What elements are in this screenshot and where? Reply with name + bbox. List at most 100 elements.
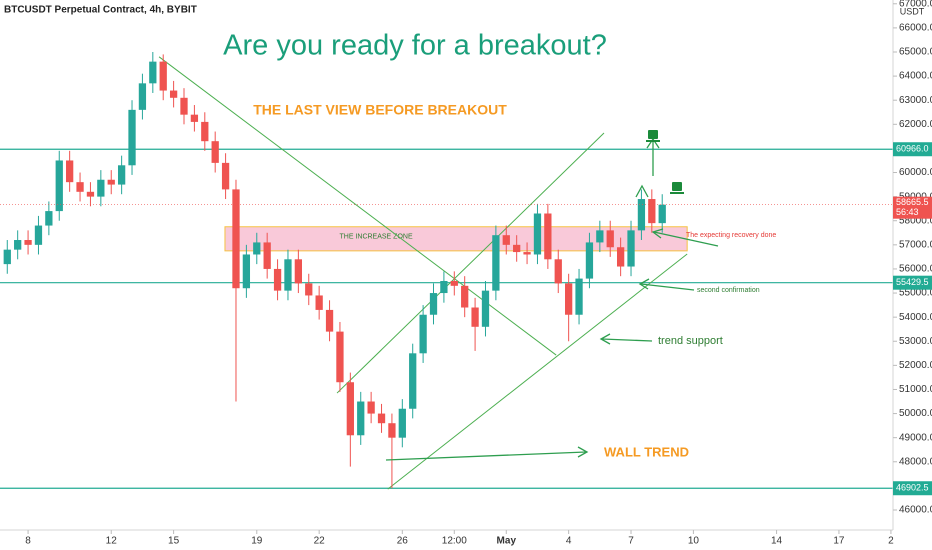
x-tick-label: 19: [251, 536, 263, 547]
candle-body: [523, 252, 531, 255]
x-tick-label: 4: [566, 536, 572, 547]
arrow-head: [651, 228, 664, 239]
candle-body: [325, 309, 334, 332]
candle-body: [284, 259, 292, 291]
y-tick-label: 48000.0: [899, 456, 932, 467]
y-tick-label: 49000.0: [899, 432, 932, 443]
y-tick-label: 46000.0: [899, 505, 932, 516]
x-tick-label: 12:00: [442, 536, 467, 547]
annotation: trend support: [658, 335, 723, 347]
x-tick-label: 7: [628, 536, 634, 547]
candle-body: [253, 242, 261, 255]
candle-body: [585, 242, 594, 279]
candle-body: [24, 240, 32, 245]
candle-body: [45, 211, 53, 226]
symbol-header: BTCUSDT Perpetual Contract, 4h, BYBIT: [4, 5, 197, 16]
arrow: [640, 283, 695, 291]
candle-body: [138, 83, 147, 110]
axis-unit: USDT: [900, 6, 925, 16]
cup: [648, 130, 658, 139]
arrow-head: [638, 278, 650, 290]
y-tick-label: 52000.0: [899, 360, 932, 371]
candle-body: [221, 162, 230, 190]
y-tick-label: 54000.0: [899, 312, 932, 323]
countdown: 56:43: [896, 207, 919, 217]
candle-body: [169, 90, 178, 98]
candle-body: [14, 240, 22, 250]
zone-label: THE INCREASE ZONE: [340, 234, 413, 241]
y-tick-label: 66000.0: [899, 23, 932, 34]
candle-body: [606, 230, 614, 248]
candle-body: [565, 283, 573, 315]
price-tag: [893, 196, 932, 219]
candle-body: [315, 295, 323, 310]
candle-body: [201, 121, 209, 142]
trendline: [387, 253, 688, 490]
candle-body: [346, 382, 354, 436]
level-tag: [893, 481, 932, 496]
candle-body: [3, 249, 11, 265]
arrow: [385, 451, 587, 461]
x-tick-label: 2: [888, 536, 894, 547]
candle-body: [627, 230, 635, 267]
annotation: second confirmation: [697, 287, 760, 294]
candle-body: [336, 331, 344, 383]
y-tick-label: 50000.0: [899, 408, 932, 419]
candle-body: [128, 109, 136, 166]
trendline: [158, 56, 557, 356]
chart-subtitle: THE LAST VIEW BEFORE BREAKOUT: [253, 102, 507, 118]
candle-body: [305, 283, 313, 296]
y-tick-label: 67000.0: [899, 0, 932, 9]
cup: [672, 182, 682, 191]
candle-body: [648, 199, 656, 224]
annotation: WALL TREND: [604, 444, 689, 459]
candle-body: [596, 230, 604, 243]
candle-body: [263, 242, 271, 269]
candle-body: [502, 235, 510, 245]
candle-body: [513, 244, 521, 253]
candle-body: [492, 235, 500, 291]
candle-body: [97, 179, 105, 197]
x-tick-label: 26: [397, 536, 409, 547]
coffee-icons: [646, 130, 684, 194]
trendline: [336, 132, 605, 394]
candle-body: [481, 290, 490, 327]
level-label: 46902.5: [896, 483, 929, 493]
candle-body: [419, 314, 427, 354]
level-tag: [893, 275, 932, 290]
x-tick-label: 17: [833, 536, 845, 547]
annotation: The expecting recovery done: [686, 232, 776, 239]
candle-body: [294, 259, 302, 284]
candle-body: [76, 182, 84, 192]
arrow: [653, 231, 719, 247]
x-tick-label: 12: [106, 536, 118, 547]
candle-body: [66, 160, 74, 183]
arrow-head: [599, 333, 611, 345]
candle-body: [450, 280, 458, 286]
candle-body: [398, 408, 406, 438]
candle-body: [377, 413, 386, 424]
x-tick-label: 8: [25, 536, 31, 547]
arrow-head: [635, 184, 649, 198]
plot-area: THE INCREASE ZONE: [0, 51, 893, 490]
y-tick-label: 51000.0: [899, 384, 932, 395]
candle-body: [55, 160, 63, 212]
candle-body: [544, 213, 552, 260]
y-tick-label: 64000.0: [899, 71, 932, 82]
saucer: [646, 140, 660, 142]
candle-body: [159, 61, 167, 91]
x-tick-label: 22: [314, 536, 326, 547]
candle-body: [637, 199, 646, 231]
candle-body: [180, 97, 188, 115]
candle-body: [273, 268, 282, 291]
y-tick-label: 57000.0: [899, 239, 932, 250]
candle-body: [367, 401, 375, 414]
y-tick-label: 56000.0: [899, 264, 932, 275]
candle-body: [242, 254, 251, 289]
saucer: [670, 192, 684, 194]
candle-body: [34, 225, 43, 245]
candle-body: [86, 191, 95, 197]
level-label: 60966.0: [896, 144, 929, 154]
